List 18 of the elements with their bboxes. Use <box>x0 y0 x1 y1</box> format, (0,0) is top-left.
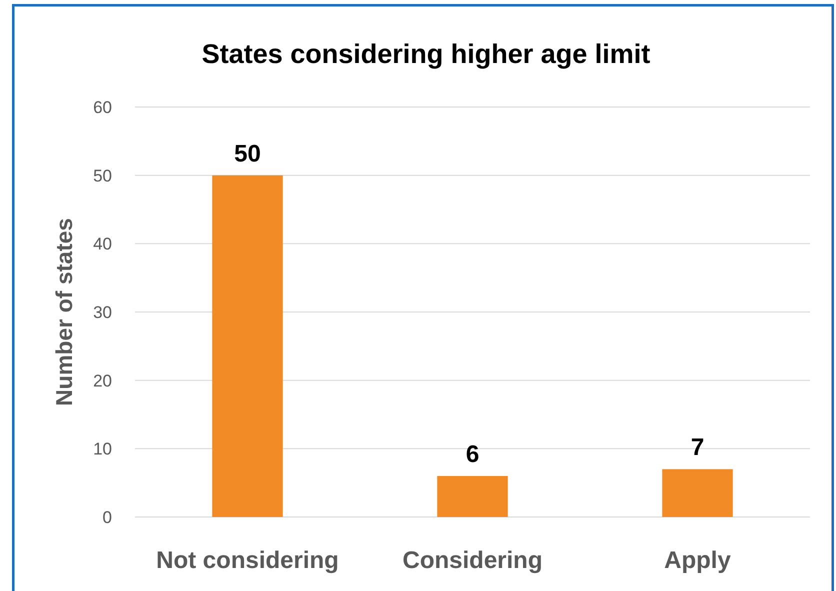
data-label: 7 <box>690 434 704 462</box>
y-tick-label: 0 <box>102 508 112 527</box>
y-tick-label: 40 <box>93 234 112 254</box>
y-tick-label: 20 <box>93 371 112 390</box>
x-tick-label: Apply <box>664 547 732 574</box>
data-label: 50 <box>234 140 261 168</box>
y-tick-label: 10 <box>93 440 112 459</box>
bar <box>212 175 283 517</box>
x-tick-label: Not considering <box>156 547 339 574</box>
y-tick-label: 30 <box>93 303 112 322</box>
y-tick-label: 50 <box>93 166 112 186</box>
x-tick-label: Considering <box>402 547 543 574</box>
data-label: 6 <box>466 441 480 468</box>
bar <box>437 476 508 517</box>
chart-title: States considering higher age limit <box>202 39 650 69</box>
bar <box>662 469 733 517</box>
y-tick-label: 60 <box>93 98 112 117</box>
y-axis-title: Number of states <box>51 218 77 406</box>
